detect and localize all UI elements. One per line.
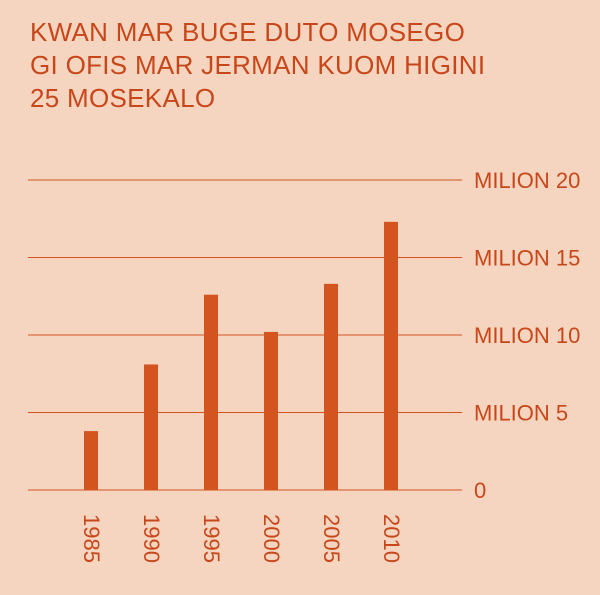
x-tick-label: 1990	[139, 514, 164, 563]
x-tick-label: 1995	[199, 514, 224, 563]
y-tick-label: MILION 15	[474, 246, 580, 271]
bar-1990	[144, 364, 158, 490]
y-tick-label: MILION 20	[474, 168, 580, 193]
y-tick-label: 0	[474, 478, 486, 503]
y-tick-label: MILION 10	[474, 323, 580, 348]
bar-2010	[384, 221, 398, 490]
x-tick-label: 2010	[379, 514, 404, 563]
x-tick-label: 2000	[259, 514, 284, 563]
x-tick-label: 1985	[79, 514, 104, 563]
x-tick-label: 2005	[319, 514, 344, 563]
y-tick-label: MILION 5	[474, 401, 568, 426]
bar-2000	[264, 331, 278, 490]
bar-2005	[324, 283, 338, 490]
bar-1995	[204, 294, 218, 490]
chart-title: KWAN MAR BUGE DUTO MOSEGO GI OFIS MAR JE…	[30, 17, 486, 113]
bar-1985	[84, 431, 98, 490]
